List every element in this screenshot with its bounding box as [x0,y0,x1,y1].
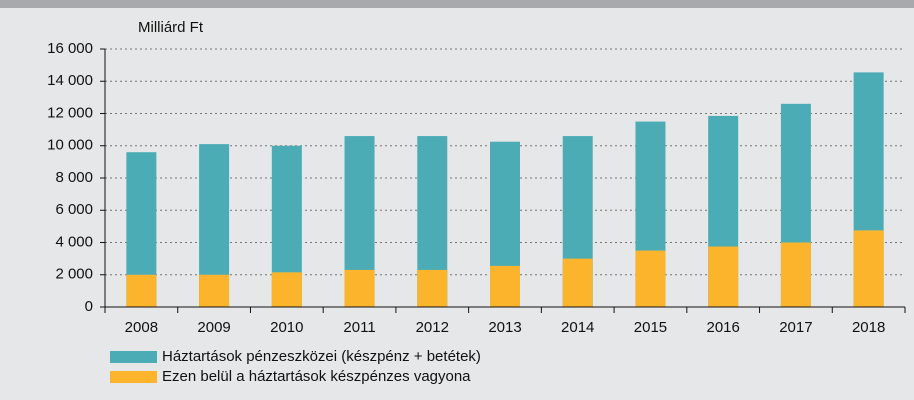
y-tick-label: 6 000 [55,201,93,218]
bar [344,269,375,307]
y-axis-label: Milliárd Ft [138,19,204,36]
y-tick-label: 10 000 [47,137,93,154]
y-tick-label: 8 000 [55,169,93,186]
legend-swatch [110,371,157,383]
bar [417,269,448,307]
bar [199,274,230,307]
legend-label: Ezen belül a háztartások készpénzes vagy… [162,368,471,385]
x-tick-label: 2013 [488,319,521,336]
y-tick-label: 0 [85,298,93,315]
x-tick-label: 2018 [852,319,885,336]
x-tick-label: 2017 [779,319,812,336]
bar [853,230,884,307]
bar [635,250,666,307]
legend-swatch [110,351,157,363]
bar [562,258,593,307]
bar [126,274,157,307]
top-strip [0,0,914,8]
bar [780,242,811,307]
y-tick-label: 16 000 [47,40,93,57]
y-tick-label: 14 000 [47,72,93,89]
legend-label: Háztartások pénzeszközei (készpénz + bet… [162,348,481,365]
bar [490,265,520,307]
y-tick-label: 4 000 [55,233,93,250]
bar [271,272,302,307]
x-tick-label: 2015 [634,319,667,336]
bar [708,246,739,307]
x-tick-label: 2010 [270,319,303,336]
x-tick-label: 2009 [197,319,230,336]
y-tick-label: 2 000 [55,266,93,283]
y-tick-label: 12 000 [47,104,93,121]
x-tick-label: 2012 [416,319,449,336]
x-tick-label: 2016 [706,319,739,336]
x-tick-label: 2011 [343,319,375,336]
x-tick-label: 2014 [561,319,594,336]
x-tick-label: 2008 [125,319,158,336]
